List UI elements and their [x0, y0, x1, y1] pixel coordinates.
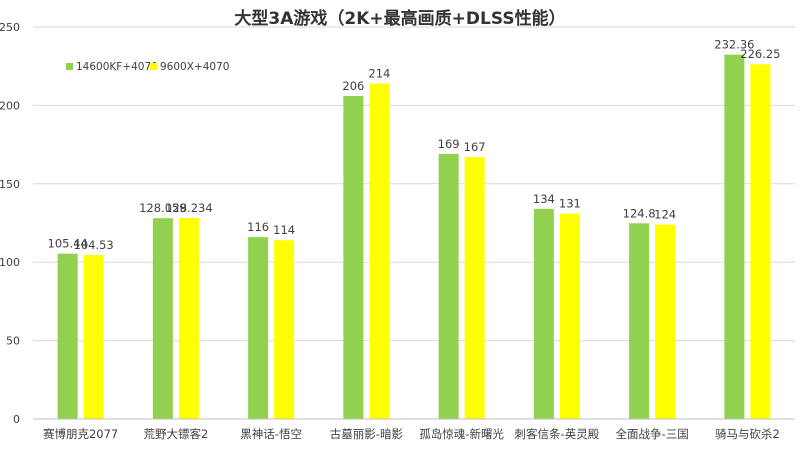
data-label-0-7: 232.36: [714, 38, 754, 52]
bar-0-6: [629, 223, 650, 419]
chart-title: 大型3A游戏（2K+最高画质+DLSS性能）: [234, 8, 565, 29]
bar-0-4: [438, 154, 459, 419]
data-label-1-7: 226.25: [740, 47, 780, 61]
x-tick-label-7: 骑马与砍杀2: [715, 427, 780, 441]
bar-0-5: [533, 208, 554, 419]
y-axis: 0 50 100 150 200 250: [0, 21, 20, 426]
x-axis: 赛博朋克2077 荒野大镖客2 黑神话-悟空 古墓丽影-暗影 孤岛惊魂-新曙光 刺客信条-…: [33, 418, 795, 441]
bar-0-0: [57, 253, 78, 419]
x-tick-label-5: 刺客信条-英灵殿: [515, 427, 600, 441]
legend-label-1: 9600X+4070: [160, 61, 229, 73]
data-label-1-1: 128.234: [165, 201, 213, 215]
x-tick-label-2: 黑神话-悟空: [240, 427, 302, 441]
bar-1-4: [464, 157, 485, 420]
bar-0-3: [343, 95, 364, 419]
data-label-0-0: 105.44: [48, 237, 88, 251]
gridlines: [33, 26, 795, 420]
data-label-0-4: 169: [438, 137, 460, 151]
x-tick-label-4: 孤岛惊魂-新曙光: [419, 427, 504, 441]
bar-0-7: [724, 54, 745, 420]
x-tick-label-1: 荒野大镖客2: [143, 427, 208, 441]
data-label-1-5: 131: [559, 197, 581, 211]
bar-1-5: [559, 213, 580, 419]
data-label-0-3: 206: [342, 79, 364, 93]
data-label-1-4: 167: [464, 140, 486, 154]
data-label-0-2: 116: [247, 220, 269, 234]
y-tick-label-1: 50: [6, 335, 20, 348]
data-label-1-0: 104.53: [74, 238, 114, 252]
bar-1-0: [83, 255, 104, 419]
bar-1-7: [750, 64, 771, 420]
legend: 14600KF+4070 9600X+4070: [66, 61, 229, 73]
bar-1-1: [178, 217, 199, 419]
y-tick-label-0: 0: [13, 413, 20, 426]
data-label-1-6: 124: [654, 208, 676, 222]
legend-label-0: 14600KF+4070: [76, 61, 158, 73]
y-tick-label-2: 100: [0, 256, 20, 269]
data-label-0-5: 134: [533, 192, 555, 206]
data-label-1-3: 214: [368, 66, 390, 80]
bar-1-2: [274, 240, 295, 419]
bar-1-6: [655, 224, 676, 419]
y-tick-label-3: 150: [0, 178, 20, 191]
data-label-1-2: 114: [273, 223, 295, 237]
y-tick-label-5: 250: [0, 21, 20, 34]
x-tick-label-3: 古墓丽影-暗影: [330, 427, 404, 441]
data-label-0-1: 128.059: [139, 201, 187, 215]
x-tick-label-6: 全面战争-三国: [616, 427, 689, 441]
y-tick-label-4: 200: [0, 99, 20, 112]
x-tick-label-0: 赛博朋克2077: [43, 427, 118, 441]
bar-0-2: [248, 237, 269, 419]
bar-1-3: [369, 83, 390, 419]
bar-0-1: [152, 218, 173, 419]
legend-swatch-0: [66, 63, 73, 70]
data-label-0-6: 124.8: [623, 206, 656, 220]
legend-swatch-1: [150, 63, 157, 70]
